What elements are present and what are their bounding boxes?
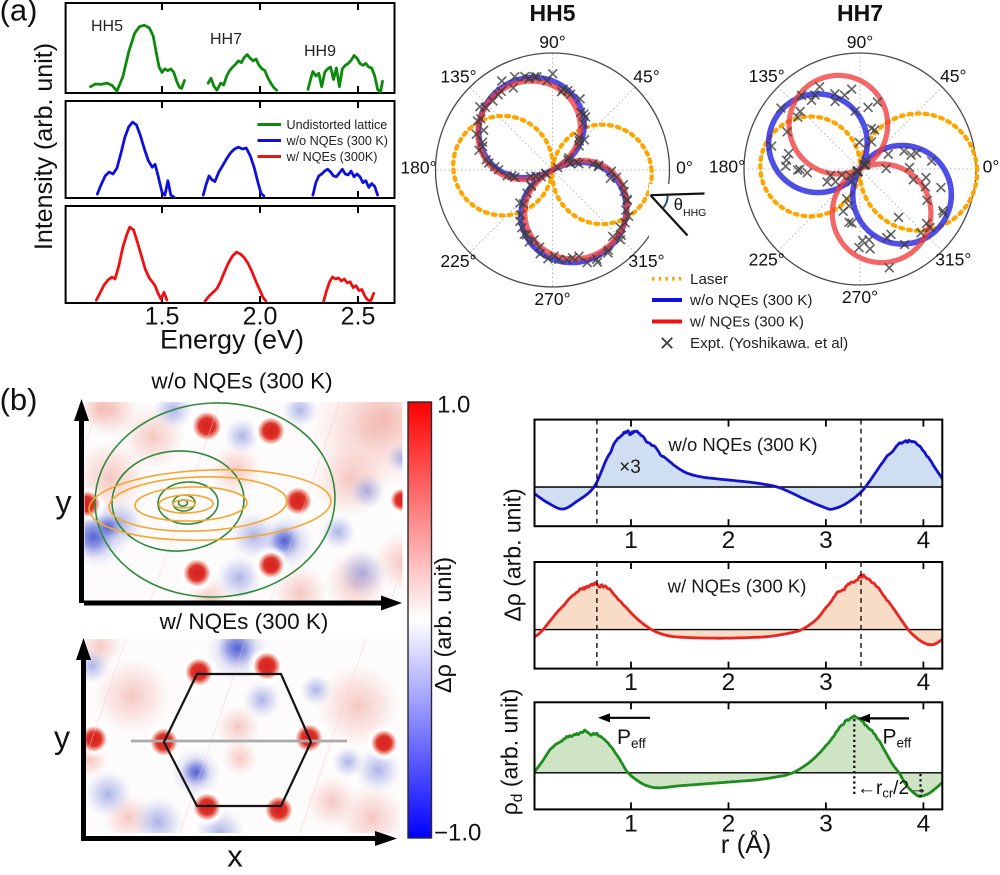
svg-text:4: 4 <box>917 527 931 554</box>
svg-text:4: 4 <box>917 811 931 838</box>
svg-text:4: 4 <box>917 669 931 696</box>
svg-text:Laser: Laser <box>690 271 728 288</box>
svg-text:135°: 135° <box>749 66 785 86</box>
svg-text:270°: 270° <box>842 287 878 307</box>
svg-text:w/o NQEs (300 K): w/o NQEs (300 K) <box>689 292 812 309</box>
svg-text:eff: eff <box>897 736 912 751</box>
svg-text:x: x <box>227 839 243 871</box>
svg-text:HH7: HH7 <box>837 0 883 26</box>
svg-text:×3: ×3 <box>619 457 641 478</box>
svg-text:135°: 135° <box>440 67 476 87</box>
svg-text:w/ NQEs (300 K): w/ NQEs (300 K) <box>689 314 804 331</box>
svg-text:Expt. (Yoshikawa. et al): Expt. (Yoshikawa. et al) <box>690 335 848 352</box>
svg-text:315°: 315° <box>628 251 664 271</box>
svg-text:P: P <box>883 726 897 749</box>
svg-text:(b): (b) <box>0 382 37 417</box>
svg-text:2.0: 2.0 <box>243 303 278 331</box>
svg-text:θ: θ <box>674 196 683 214</box>
svg-text:Intensity (arb. unit): Intensity (arb. unit) <box>30 43 58 250</box>
svg-text:HH7: HH7 <box>210 31 242 48</box>
svg-text:w/o NQEs (300 K): w/o NQEs (300 K) <box>286 134 388 148</box>
svg-text:HH9: HH9 <box>304 43 336 60</box>
svg-text:eff: eff <box>631 736 646 751</box>
svg-text:−1.0: −1.0 <box>434 820 481 847</box>
svg-text:y: y <box>56 484 72 520</box>
svg-text:3: 3 <box>819 669 833 696</box>
svg-text:(a): (a) <box>0 0 37 28</box>
svg-text:Δρ (arb. unit): Δρ (arb. unit) <box>500 488 526 621</box>
svg-text:225°: 225° <box>749 249 785 269</box>
svg-text:HH5: HH5 <box>529 0 575 26</box>
svg-text:315°: 315° <box>935 249 971 269</box>
svg-text:2: 2 <box>722 811 736 838</box>
svg-text:w/ NQEs (300K): w/ NQEs (300K) <box>286 150 378 164</box>
svg-text:0°: 0° <box>983 157 1000 177</box>
svg-text:2: 2 <box>722 527 736 554</box>
svg-text:2: 2 <box>722 669 736 696</box>
svg-text:←rcr/2→: ←rcr/2→ <box>857 778 928 801</box>
svg-text:HH5: HH5 <box>91 18 123 35</box>
svg-text:2.5: 2.5 <box>341 303 376 331</box>
svg-text:225°: 225° <box>440 251 476 271</box>
svg-text:w/ NQEs (300 K): w/ NQEs (300 K) <box>159 609 329 634</box>
svg-text:HHG: HHG <box>683 207 706 219</box>
svg-text:1: 1 <box>624 811 638 838</box>
svg-text:0°: 0° <box>676 158 693 178</box>
svg-text:180°: 180° <box>709 157 745 177</box>
svg-text:ρd (arb. unit): ρd (arb. unit) <box>497 689 527 816</box>
svg-text:90°: 90° <box>539 32 565 52</box>
svg-text:45°: 45° <box>633 67 659 87</box>
svg-text:45°: 45° <box>940 66 966 86</box>
svg-text:y: y <box>54 720 70 756</box>
svg-text:Δρ (arb. unit): Δρ (arb. unit) <box>430 557 456 693</box>
svg-text:Energy (eV): Energy (eV) <box>160 325 304 355</box>
svg-text:270°: 270° <box>534 289 570 309</box>
svg-text:180°: 180° <box>400 158 436 178</box>
svg-text:Undistorted lattice: Undistorted lattice <box>287 118 388 132</box>
svg-text:3: 3 <box>819 811 833 838</box>
svg-text:3: 3 <box>819 527 833 554</box>
svg-text:1: 1 <box>624 527 638 554</box>
svg-text:1.0: 1.0 <box>437 392 470 419</box>
svg-text:w/o NQEs (300 K): w/o NQEs (300 K) <box>150 369 332 394</box>
svg-text:r (Å): r (Å) <box>721 829 772 859</box>
svg-text:1: 1 <box>624 669 638 696</box>
svg-text:P: P <box>617 726 631 749</box>
svg-text:w/o NQEs (300 K): w/o NQEs (300 K) <box>667 434 817 455</box>
svg-text:1.5: 1.5 <box>145 303 180 331</box>
svg-text:w/ NQEs (300 K): w/ NQEs (300 K) <box>667 576 807 597</box>
svg-text:90°: 90° <box>847 32 873 52</box>
